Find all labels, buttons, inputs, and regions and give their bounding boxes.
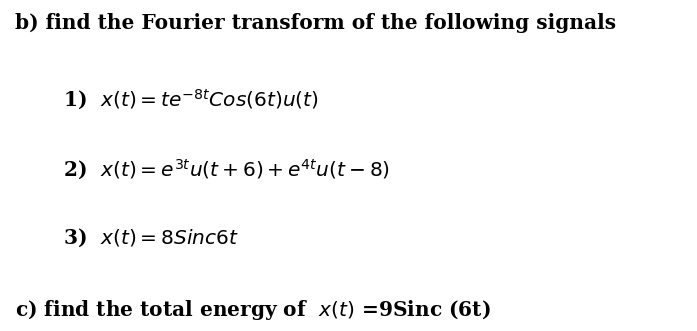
Text: b) find the Fourier transform of the following signals: b) find the Fourier transform of the fol… [15,13,616,33]
Text: 3)  $x(t) = 8Sinc6t$: 3) $x(t) = 8Sinc6t$ [63,227,239,249]
Text: c) find the total energy of  $x(t)$ =9Sinc (6t): c) find the total energy of $x(t)$ =9Sin… [15,298,491,322]
Text: 1)  $x(t) = te^{-8t}Cos(6t)u(t)$: 1) $x(t) = te^{-8t}Cos(6t)u(t)$ [63,88,319,112]
Text: 2)  $x(t) = e^{3t}u(t+6) + e^{4t}u(t-8)$: 2) $x(t) = e^{3t}u(t+6) + e^{4t}u(t-8)$ [63,157,390,182]
